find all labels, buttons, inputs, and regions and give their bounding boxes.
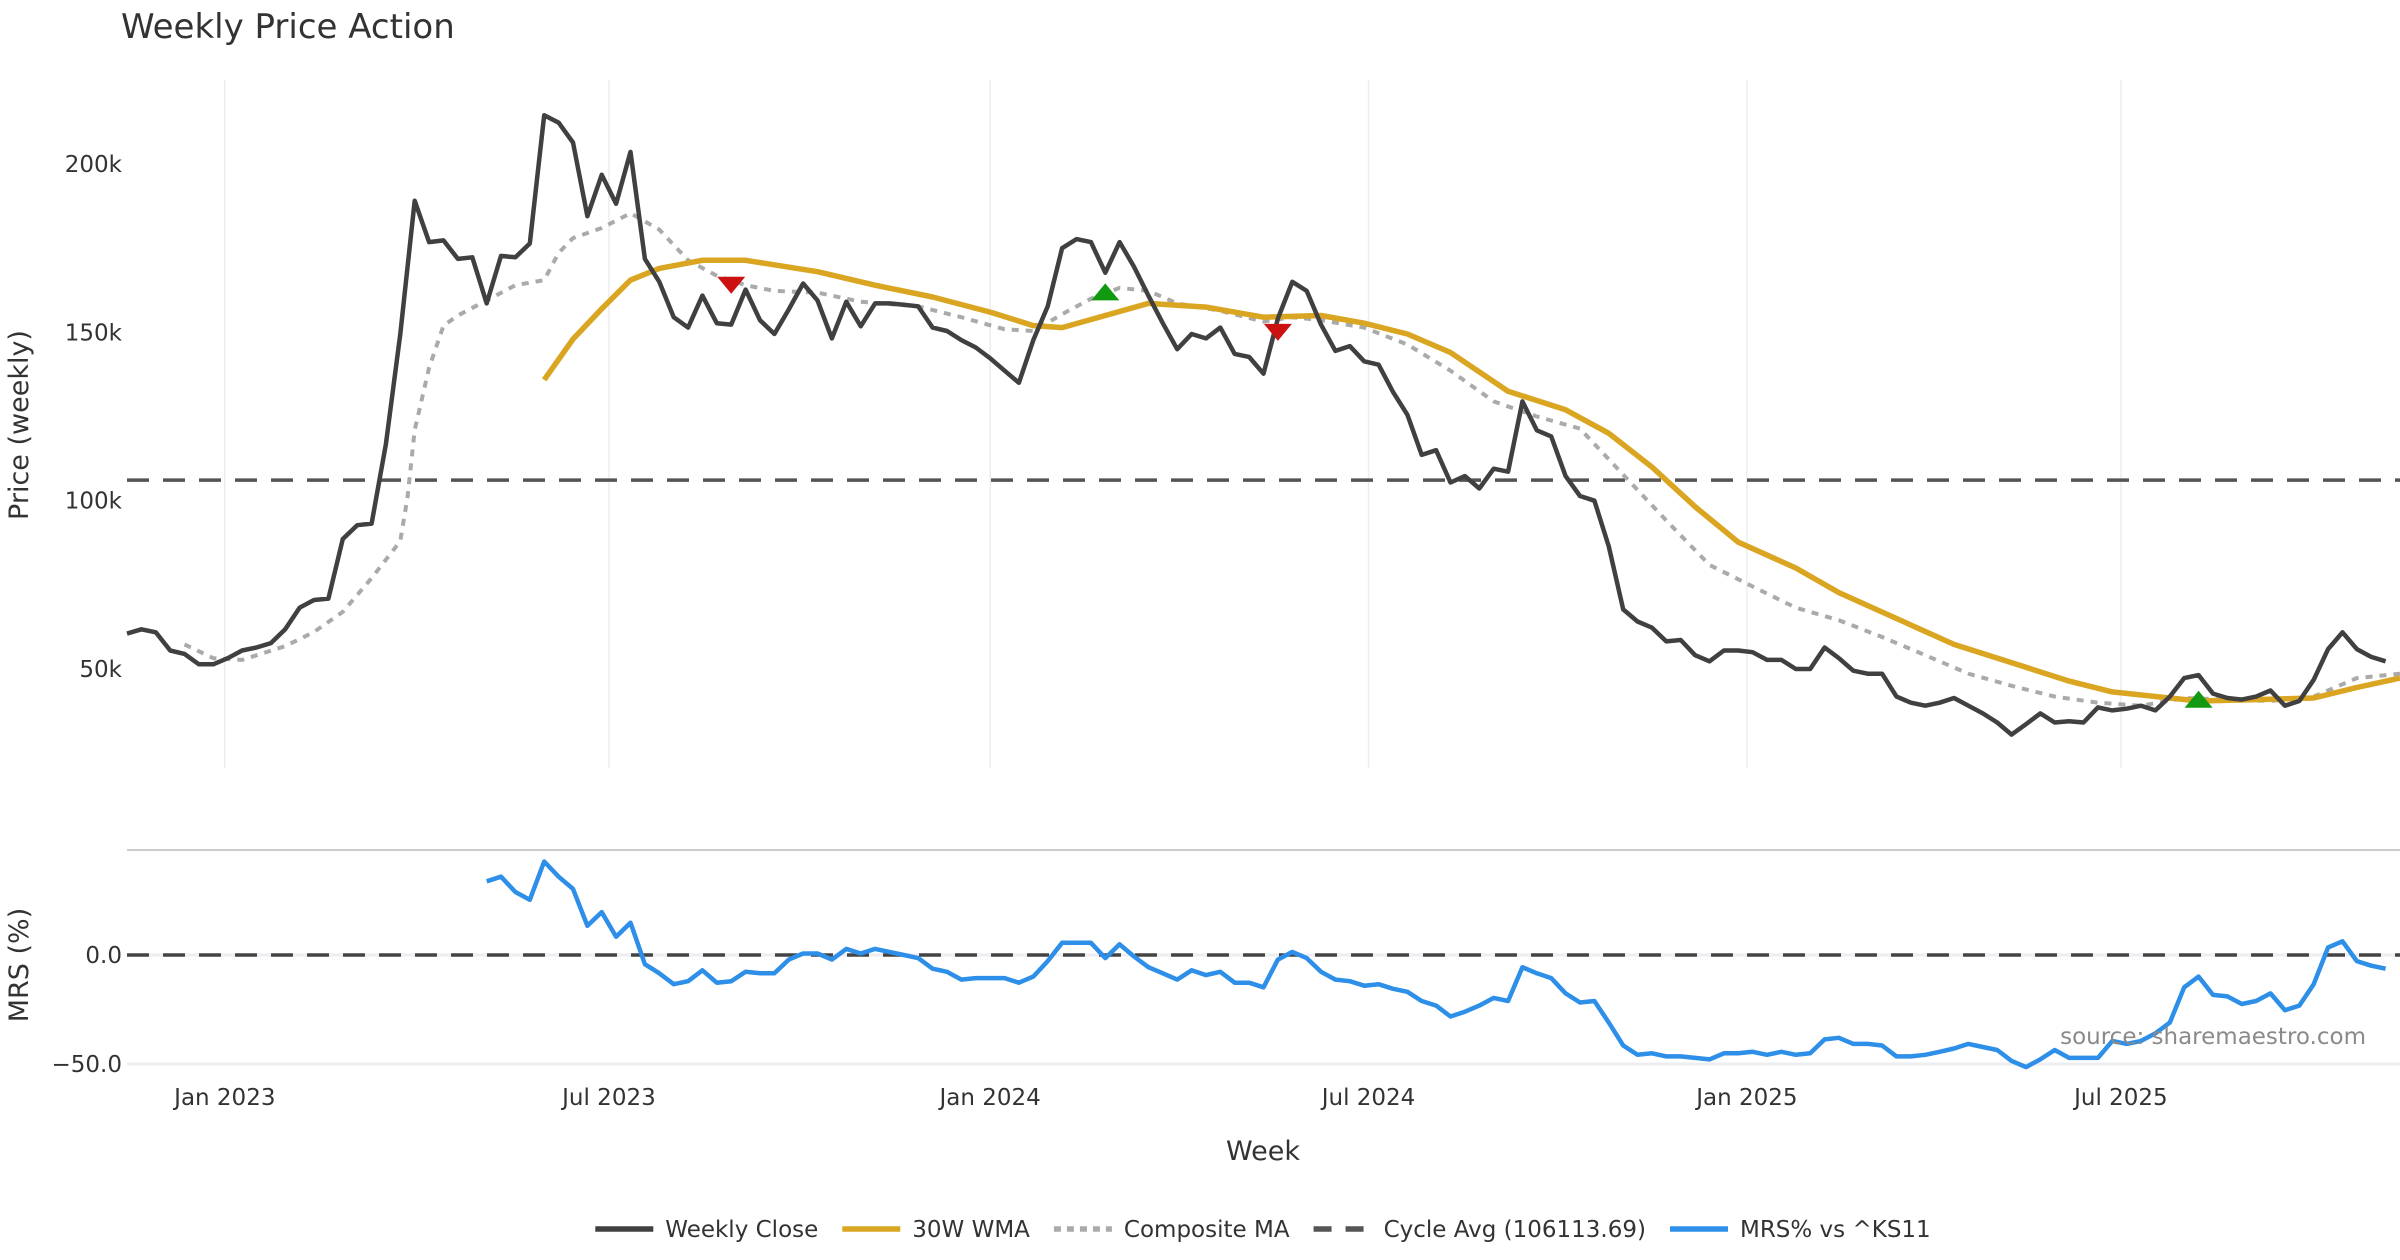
mrs-vs-ks11-line (486, 859, 2387, 1070)
30w-wma-line (541, 257, 2400, 704)
x-tick-label: Jul 2025 (2072, 1085, 2168, 1111)
legend-item-cycle-avg-106113-69[interactable]: Cycle Avg (106113.69) (1313, 1217, 1646, 1243)
mrs-y-tick-label: 0.0 (85, 943, 122, 969)
legend-item-composite-ma[interactable]: Composite MA (1053, 1217, 1290, 1243)
legend: Weekly Close 30W WMA Composite MA Cycle Avg… (595, 1217, 1931, 1243)
x-axis-label: Week (1226, 1136, 1300, 1167)
x-tick-label: Jan 2023 (172, 1085, 275, 1111)
legend-label: Cycle Avg (106113.69) (1384, 1217, 1646, 1243)
legend-label: 30W WMA (912, 1217, 1030, 1243)
price-y-tick-label: 100k (65, 489, 123, 515)
price-y-ticks: 50k 100k 150k 200k (65, 152, 123, 683)
x-tick-label: Jul 2023 (560, 1085, 656, 1111)
mrs-gridlines (127, 953, 2400, 1066)
legend-label: MRS% vs ^KS11 (1740, 1217, 1931, 1243)
legend-label: Composite MA (1124, 1217, 1290, 1243)
price-y-tick-label: 200k (65, 152, 123, 178)
legend-item-weekly-close[interactable]: Weekly Close (595, 1217, 818, 1243)
legend-item-mrs-vs-ks11[interactable]: MRS% vs ^KS11 (1669, 1217, 1931, 1243)
mrs-series-group (127, 859, 2400, 1070)
x-tick-label: Jan 2024 (938, 1085, 1041, 1111)
signal-markers (717, 276, 2213, 708)
sell-signal-marker (1263, 323, 1292, 341)
buy-signal-marker (2184, 690, 2213, 708)
chart-title: Weekly Price Action (121, 7, 455, 47)
sell-signal-marker (717, 276, 746, 294)
price-y-axis-label: Price (weekly) (4, 330, 35, 520)
legend-item-30w-wma[interactable]: 30W WMA (842, 1217, 1030, 1243)
price-series-group (126, 112, 2400, 737)
mrs-y-ticks: 0.0 −50.0 (52, 943, 122, 1078)
price-y-tick-label: 150k (65, 320, 123, 346)
buy-signal-marker (1091, 283, 1120, 301)
composite-ma-line (183, 211, 2400, 708)
weekly-close-line (126, 112, 2387, 737)
x-ticks: Jan 2023 Jul 2023 Jan 2024 Jul 2024 Jan 2025… (172, 1085, 2168, 1111)
price-y-tick-label: 50k (79, 657, 122, 683)
legend-label: Weekly Close (665, 1217, 818, 1243)
price-gridlines (224, 80, 2122, 768)
mrs-y-axis-label: MRS (%) (4, 908, 35, 1023)
x-tick-label: Jul 2024 (1320, 1085, 1416, 1111)
mrs-y-tick-label: −50.0 (52, 1052, 122, 1078)
x-tick-label: Jan 2025 (1694, 1085, 1797, 1111)
source-annotation: source: sharemaestro.com (2060, 1024, 2366, 1050)
